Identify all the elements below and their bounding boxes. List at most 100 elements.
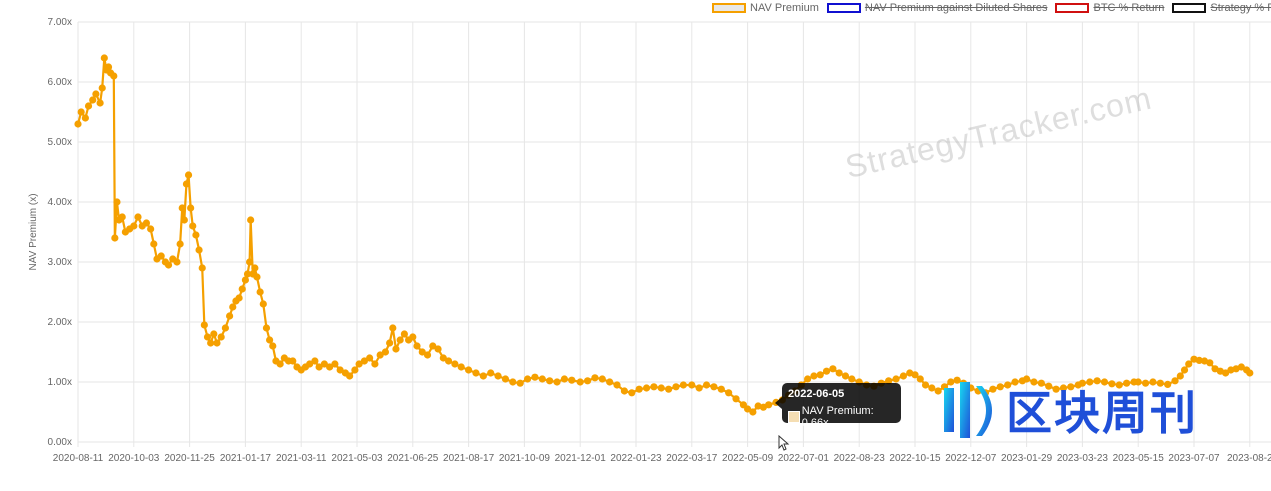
data-point[interactable] (251, 264, 259, 272)
data-point[interactable] (110, 72, 118, 80)
data-point[interactable] (947, 378, 955, 386)
data-point[interactable] (189, 222, 197, 230)
data-point[interactable] (465, 366, 473, 374)
data-point[interactable] (276, 360, 284, 368)
legend-item[interactable]: Strategy % Ret (1172, 2, 1271, 14)
data-point[interactable] (523, 375, 532, 383)
data-point[interactable] (178, 204, 186, 212)
data-point[interactable] (732, 395, 740, 403)
data-point[interactable] (1059, 384, 1068, 392)
data-point[interactable] (360, 357, 368, 365)
data-point[interactable] (598, 375, 606, 383)
data-point[interactable] (1078, 379, 1086, 387)
data-point[interactable] (229, 303, 237, 311)
data-point[interactable] (816, 371, 824, 379)
data-point[interactable] (568, 376, 576, 384)
data-point[interactable] (262, 324, 271, 332)
data-point[interactable] (744, 405, 752, 413)
data-point[interactable] (247, 216, 255, 224)
data-point[interactable] (100, 54, 108, 62)
data-point[interactable] (351, 366, 359, 374)
data-point[interactable] (1141, 379, 1150, 387)
data-point[interactable] (531, 373, 539, 381)
data-point[interactable] (583, 377, 592, 385)
data-point[interactable] (266, 336, 274, 344)
data-point[interactable] (259, 300, 267, 308)
data-point[interactable] (77, 108, 85, 116)
data-point[interactable] (346, 372, 354, 380)
data-point[interactable] (695, 384, 703, 392)
data-point[interactable] (560, 375, 569, 383)
data-point[interactable] (1037, 379, 1045, 387)
data-point[interactable] (434, 345, 442, 353)
legend-item[interactable]: NAV Premium (712, 2, 819, 14)
data-point[interactable] (203, 333, 212, 341)
data-point[interactable] (1176, 372, 1184, 380)
data-point[interactable] (96, 99, 104, 107)
data-point[interactable] (451, 360, 459, 368)
data-point[interactable] (1011, 378, 1019, 386)
data-point[interactable] (613, 381, 621, 389)
data-point[interactable] (184, 171, 193, 179)
data-point[interactable] (213, 339, 221, 347)
data-point[interactable] (118, 213, 126, 221)
data-point[interactable] (142, 219, 151, 227)
data-point[interactable] (409, 333, 417, 341)
data-point[interactable] (81, 114, 89, 122)
data-point[interactable] (848, 375, 856, 383)
data-point[interactable] (1195, 356, 1203, 364)
data-point[interactable] (553, 378, 561, 386)
data-point[interactable] (243, 270, 252, 278)
data-point[interactable] (829, 365, 837, 373)
data-point[interactable] (386, 339, 394, 347)
data-point[interactable] (679, 381, 687, 389)
legend-item[interactable]: NAV Premium against Diluted Shares (826, 2, 1047, 14)
data-point[interactable] (336, 366, 344, 374)
data-point[interactable] (413, 342, 421, 350)
data-point[interactable] (98, 84, 106, 92)
data-point[interactable] (84, 102, 93, 110)
data-point[interactable] (389, 324, 397, 332)
data-point[interactable] (195, 246, 203, 254)
data-point[interactable] (392, 345, 400, 353)
data-point[interactable] (725, 389, 733, 397)
data-point[interactable] (487, 369, 495, 377)
data-point[interactable] (1115, 381, 1123, 389)
data-point[interactable] (457, 363, 465, 371)
data-point[interactable] (953, 376, 961, 384)
data-point[interactable] (546, 377, 554, 385)
data-point[interactable] (1100, 378, 1109, 386)
data-point[interactable] (841, 372, 850, 380)
data-point[interactable] (765, 401, 773, 409)
data-point[interactable] (702, 381, 711, 389)
data-point[interactable] (1123, 379, 1131, 387)
data-point[interactable] (246, 258, 254, 266)
data-point[interactable] (822, 367, 831, 375)
data-point[interactable] (429, 342, 437, 350)
data-point[interactable] (892, 375, 900, 383)
data-point[interactable] (911, 371, 919, 379)
data-point[interactable] (150, 240, 158, 248)
data-point[interactable] (710, 383, 718, 391)
data-point[interactable] (1004, 381, 1012, 389)
data-point[interactable] (182, 180, 191, 188)
data-point[interactable] (916, 375, 924, 383)
data-point[interactable] (635, 385, 643, 393)
data-point[interactable] (331, 360, 339, 368)
data-point[interactable] (650, 383, 658, 391)
data-point[interactable] (472, 369, 480, 377)
data-point[interactable] (509, 378, 517, 386)
data-point[interactable] (1246, 369, 1254, 377)
data-point[interactable] (113, 198, 121, 206)
data-point[interactable] (928, 384, 936, 392)
data-point[interactable] (717, 385, 725, 393)
data-point[interactable] (1185, 360, 1193, 368)
data-point[interactable] (934, 387, 942, 395)
data-point[interactable] (89, 96, 97, 104)
data-point[interactable] (221, 324, 229, 332)
data-point[interactable] (187, 204, 195, 212)
data-point[interactable] (591, 374, 599, 382)
data-point[interactable] (396, 336, 404, 344)
data-point[interactable] (226, 312, 234, 320)
data-point[interactable] (180, 216, 188, 224)
